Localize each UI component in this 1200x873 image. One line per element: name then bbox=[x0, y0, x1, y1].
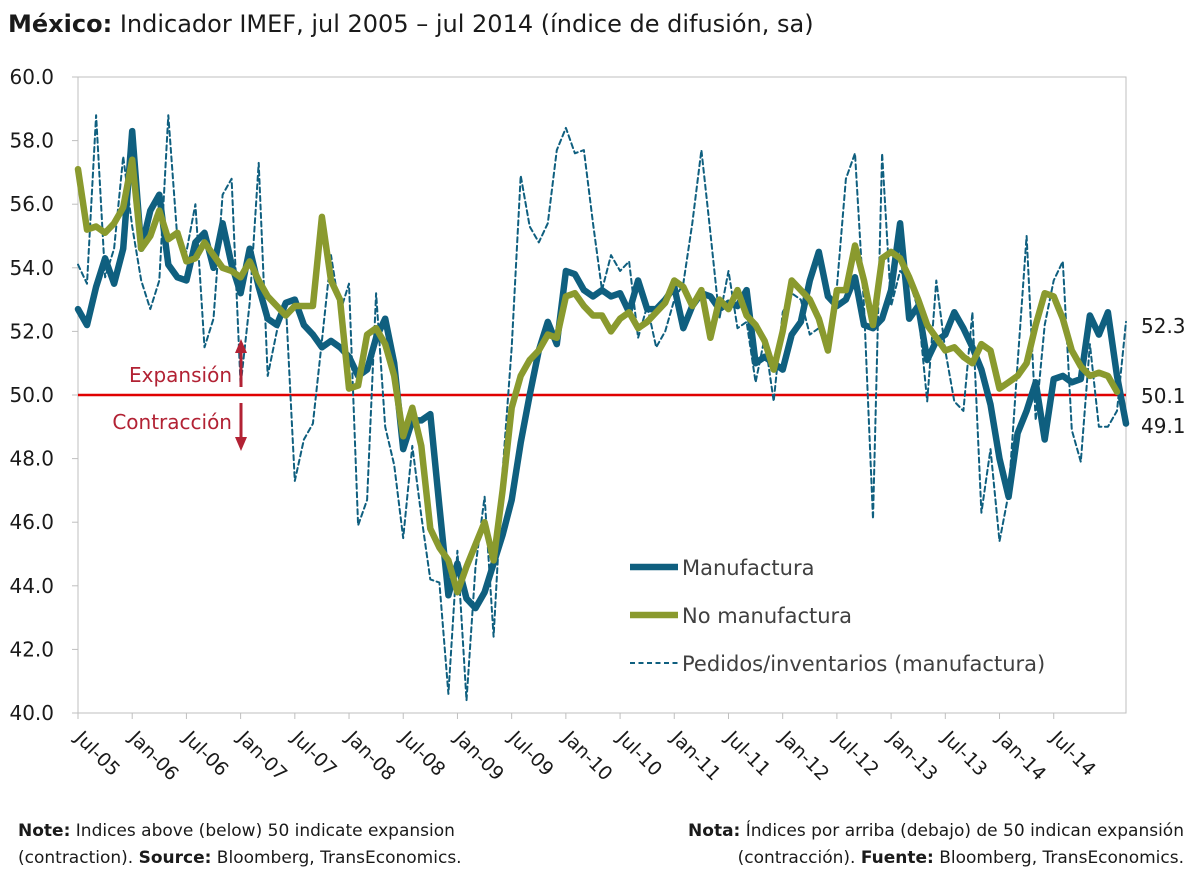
note-label: Note: bbox=[18, 821, 71, 841]
x-tick-label: Jan-09 bbox=[449, 726, 508, 785]
y-tick-label: 58.0 bbox=[9, 129, 54, 153]
nota-label: Nota: bbox=[688, 821, 741, 841]
note-english: Note: Indices above (below) 50 indicate … bbox=[18, 818, 462, 872]
nota-text-1: Índices por arriba (debajo) de 50 indica… bbox=[740, 821, 1184, 841]
x-tick-label: Jan-08 bbox=[341, 726, 400, 785]
x-tick-label: Jul-08 bbox=[395, 726, 449, 780]
x-tick-label: Jan-14 bbox=[991, 726, 1050, 785]
x-tick-label: Jul-07 bbox=[287, 726, 341, 780]
x-tick-label: Jul-05 bbox=[70, 726, 124, 780]
fuente-text: Bloomberg, TransEconomics. bbox=[933, 848, 1184, 868]
x-tick-label: Jan-07 bbox=[232, 726, 291, 785]
y-tick-label: 52.0 bbox=[9, 319, 54, 343]
x-tick-label: Jan-13 bbox=[883, 726, 942, 785]
expansion-label: Expansión bbox=[129, 363, 232, 387]
expansion-arrow-head bbox=[235, 339, 247, 353]
x-tick-label: Jul-11 bbox=[720, 726, 774, 780]
title-text: Indicador IMEF, jul 2005 – jul 2014 (índ… bbox=[112, 10, 814, 38]
series-pedidos-line bbox=[77, 114, 1127, 702]
line-chart: 40.0 42.0 44.0 46.0 48.0 50.0 52.0 54.0 56.0 58.0… bbox=[9, 65, 1186, 785]
nota-text-2: (contracción). bbox=[737, 848, 861, 868]
x-tick-label: Jul-13 bbox=[937, 726, 991, 780]
x-tick-label: Jan-11 bbox=[666, 726, 725, 785]
end-value-label: 49.1 bbox=[1141, 414, 1186, 438]
y-tick-label: 54.0 bbox=[9, 256, 54, 280]
y-tick-label: 46.0 bbox=[9, 510, 54, 534]
x-tick-label: Jan-10 bbox=[558, 726, 617, 785]
end-value-label: 52.3 bbox=[1141, 314, 1186, 338]
note-text-1: Indices above (below) 50 indicate expans… bbox=[70, 821, 455, 841]
note-spanish: Nota: Índices por arriba (debajo) de 50 … bbox=[688, 818, 1184, 872]
legend-manufactura-label: Manufactura bbox=[682, 556, 814, 580]
note-text-2: (contraction). bbox=[18, 848, 139, 868]
x-tick-label: Jul-10 bbox=[612, 726, 666, 780]
y-tick-label: 40.0 bbox=[9, 701, 54, 725]
y-tick-label: 44.0 bbox=[9, 574, 54, 598]
contraction-label: Contracción bbox=[112, 410, 232, 434]
y-tick-label: 42.0 bbox=[9, 637, 54, 661]
legend-pedidos-label: Pedidos/inventarios (manufactura) bbox=[682, 652, 1045, 676]
x-tick-label: Jan-12 bbox=[774, 726, 833, 785]
series-no-manufactura-line bbox=[74, 156, 1121, 596]
y-tick-label: 56.0 bbox=[9, 192, 54, 216]
x-tick-label: Jul-06 bbox=[178, 726, 232, 780]
chart-title: México: Indicador IMEF, jul 2005 – jul 2… bbox=[8, 10, 814, 38]
x-tick-label: Jul-09 bbox=[503, 726, 557, 780]
source-text: Bloomberg, TransEconomics. bbox=[211, 848, 462, 868]
title-country: México: bbox=[8, 10, 113, 38]
contraction-arrow-head bbox=[235, 437, 247, 451]
x-tick-label: Jul-12 bbox=[829, 726, 883, 780]
fuente-label: Fuente: bbox=[860, 848, 934, 868]
series-manufactura-line bbox=[74, 127, 1130, 612]
end-value-label: 50.1 bbox=[1141, 384, 1186, 408]
x-tick-label: Jan-06 bbox=[124, 726, 183, 785]
y-tick-label: 50.0 bbox=[9, 383, 54, 407]
y-tick-label: 48.0 bbox=[9, 447, 54, 471]
legend-no-manufactura-label: No manufactura bbox=[682, 604, 852, 628]
y-tick-label: 60.0 bbox=[9, 65, 54, 89]
source-label: Source: bbox=[138, 848, 212, 868]
x-tick-label: Jul-14 bbox=[1045, 726, 1099, 780]
